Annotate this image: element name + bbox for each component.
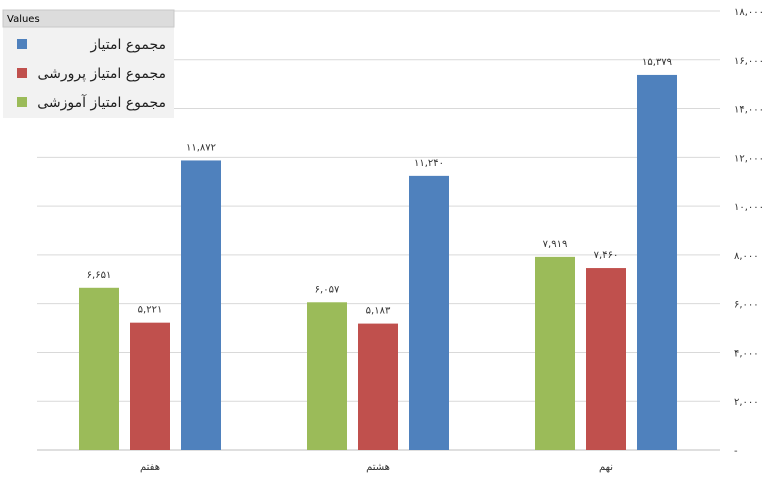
bar bbox=[181, 160, 221, 450]
y-tick-label: - bbox=[734, 446, 738, 457]
bar bbox=[130, 322, 170, 450]
data-label: ۷,۹۱۹ bbox=[543, 239, 568, 250]
legend-swatch bbox=[17, 68, 27, 78]
legend-swatch bbox=[17, 97, 27, 107]
bar bbox=[637, 74, 677, 450]
bar bbox=[358, 323, 398, 450]
data-label: ۵,۲۲۱ bbox=[138, 305, 163, 316]
data-label: ۵,۱۸۳ bbox=[366, 306, 391, 317]
x-tick-label: نهم bbox=[599, 462, 613, 473]
data-label: ۶,۰۵۷ bbox=[315, 284, 340, 295]
y-tick-label: ۴,۰۰۰ bbox=[734, 348, 759, 359]
x-tick-label: هشتم bbox=[366, 462, 390, 473]
legend-entry: مجموع امتیاز bbox=[89, 37, 166, 53]
legend-title: Values bbox=[7, 14, 40, 25]
y-tick-label: ۸,۰۰۰ bbox=[734, 251, 759, 262]
legend-entry: مجموع امتیاز آموزشی bbox=[37, 94, 166, 111]
data-label: ۶,۶۵۱ bbox=[87, 270, 112, 281]
y-tick-label: ۶,۰۰۰ bbox=[734, 300, 759, 311]
y-tick-label: ۱۸,۰۰۰ bbox=[734, 7, 764, 18]
y-tick-label: ۱۶,۰۰۰ bbox=[734, 56, 764, 67]
bar bbox=[409, 175, 449, 450]
bar bbox=[307, 302, 347, 450]
bar bbox=[535, 256, 575, 450]
bar bbox=[586, 268, 626, 450]
bar bbox=[79, 287, 119, 450]
legend-swatch bbox=[17, 39, 27, 49]
data-labels: ۶,۶۵۱ ۵,۲۲۱ ۱۱,۸۷۲ ۶,۰۵۷ ۵,۱۸۳ ۱۱,۲۴۰ ۷,۹۱۹ ۷,۴… bbox=[87, 57, 672, 317]
bars bbox=[79, 74, 677, 450]
x-tick-label: هفتم bbox=[140, 462, 160, 473]
y-tick-label: ۱۲,۰۰۰ bbox=[734, 153, 764, 164]
legend-box bbox=[3, 10, 174, 118]
data-label: ۷,۴۶۰ bbox=[594, 250, 619, 261]
axes: - ۲,۰۰۰ ۴,۰۰۰ ۶,۰۰۰ ۸,۰۰۰ ۱۰,۰۰۰ ۱۲,۰۰۰ ۱۴,۰۰۰ ۱… bbox=[140, 7, 764, 473]
data-label: ۱۱,۲۴۰ bbox=[414, 158, 444, 169]
data-label: ۱۱,۸۷۲ bbox=[186, 142, 216, 153]
legend-header[interactable] bbox=[2, 9, 175, 28]
data-label: ۱۵,۳۷۹ bbox=[642, 57, 672, 68]
y-tick-label: ۱۰,۰۰۰ bbox=[734, 202, 764, 213]
legend-entry: مجموع امتیاز پرورشی bbox=[37, 66, 166, 82]
legend[interactable]: Values مجموع امتیاز مجموع امتیاز پرورشی مجم… bbox=[2, 9, 175, 118]
y-tick-label: ۲,۰۰۰ bbox=[734, 397, 759, 408]
y-tick-label: ۱۴,۰۰۰ bbox=[734, 105, 764, 116]
